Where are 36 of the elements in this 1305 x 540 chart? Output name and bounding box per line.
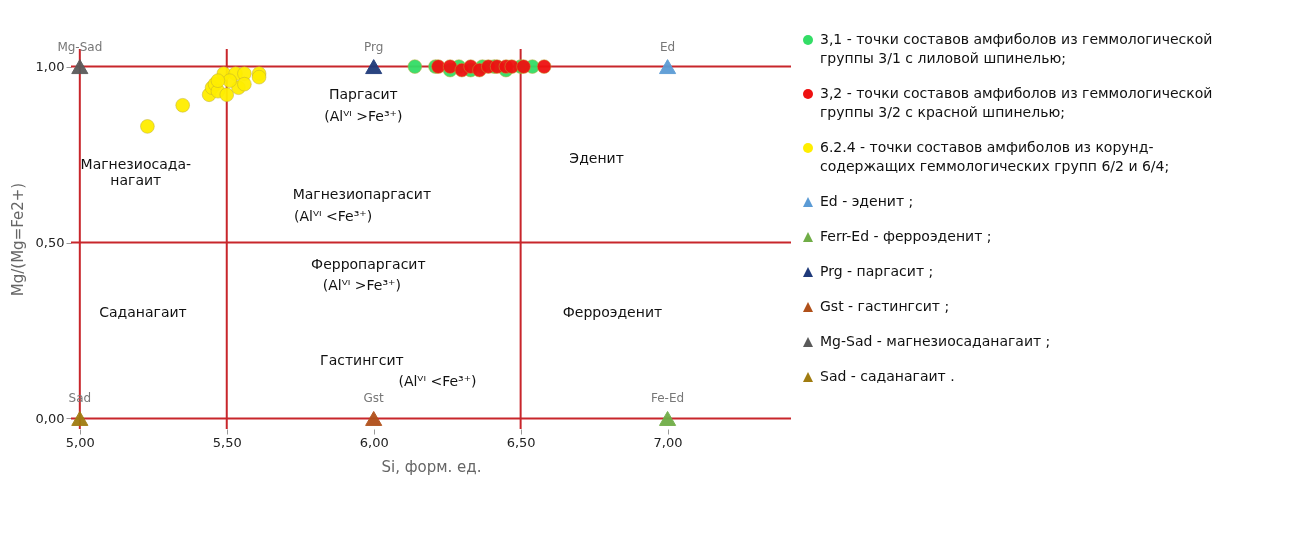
legend-label: Sad - саданагаит .: [820, 367, 955, 386]
annotation: Ферроэденит: [562, 304, 663, 321]
legend-label: 6.2.4 - точки составов амфиболов из корунд-содержащих геммологических групп 6/2 и 6/4;: [820, 138, 1171, 176]
annotation: Магнезиопаргасит: [292, 185, 432, 202]
annotation: (Alⱽᴵ <Fe³⁺): [294, 207, 373, 224]
legend-label: Prg - паргасит ;: [820, 262, 934, 281]
x-tick-label: 5,50: [212, 434, 242, 450]
legend-label: 3,1 - точки составов амфиболов из геммологической группы 3/1 с лиловой шпинелью;: [820, 30, 1214, 68]
x-axis-title: Si, форм. ед.: [381, 457, 482, 476]
annotation: Эденит: [569, 150, 624, 167]
annotation: Ферропаргасит: [311, 255, 426, 272]
y-tick-label: 0,00: [35, 410, 65, 426]
annotation: Gst: [363, 391, 385, 406]
annotation: (Alⱽᴵ >Fe³⁺): [322, 277, 401, 294]
annotation: Гастингсит: [320, 351, 404, 368]
x-tick-label: 5,00: [65, 434, 95, 450]
legend-label: 3,2 - точки составов амфиболов из геммологической группы 3/2 с красной шпинелью;: [820, 84, 1214, 122]
x-tick-label: 6,50: [506, 434, 536, 450]
annotation: Fe-Ed: [650, 391, 685, 406]
x-tick-label: 6,00: [359, 434, 389, 450]
legend-label: Mg-Sad - магнезиосаданагаит ;: [820, 332, 1051, 351]
annotation: Prg: [364, 39, 384, 54]
legend-label: Gst - гастингсит ;: [820, 297, 950, 316]
y-tick-label: 0,50: [35, 235, 65, 251]
annotation: Ed: [659, 39, 676, 54]
annotation: Саданагаит: [99, 304, 187, 321]
annotation: Mg-Sad: [57, 39, 103, 54]
annotation: (Alⱽᴵ >Fe³⁺): [324, 108, 403, 125]
legend-label: Ferr-Ed - ферроэденит ;: [820, 227, 992, 246]
annotation: Паргасит: [328, 85, 398, 102]
annotation: (Alⱽᴵ <Fe³⁺): [398, 372, 477, 389]
legend-label: Ed - эденит ;: [820, 192, 914, 211]
y-axis-title: Mg/(Mg=Fe2+): [8, 182, 27, 297]
x-tick-label: 7,00: [653, 434, 683, 450]
y-tick-label: 1,00: [35, 59, 65, 75]
annotation: Магнезиосада- нагаит: [80, 156, 192, 189]
